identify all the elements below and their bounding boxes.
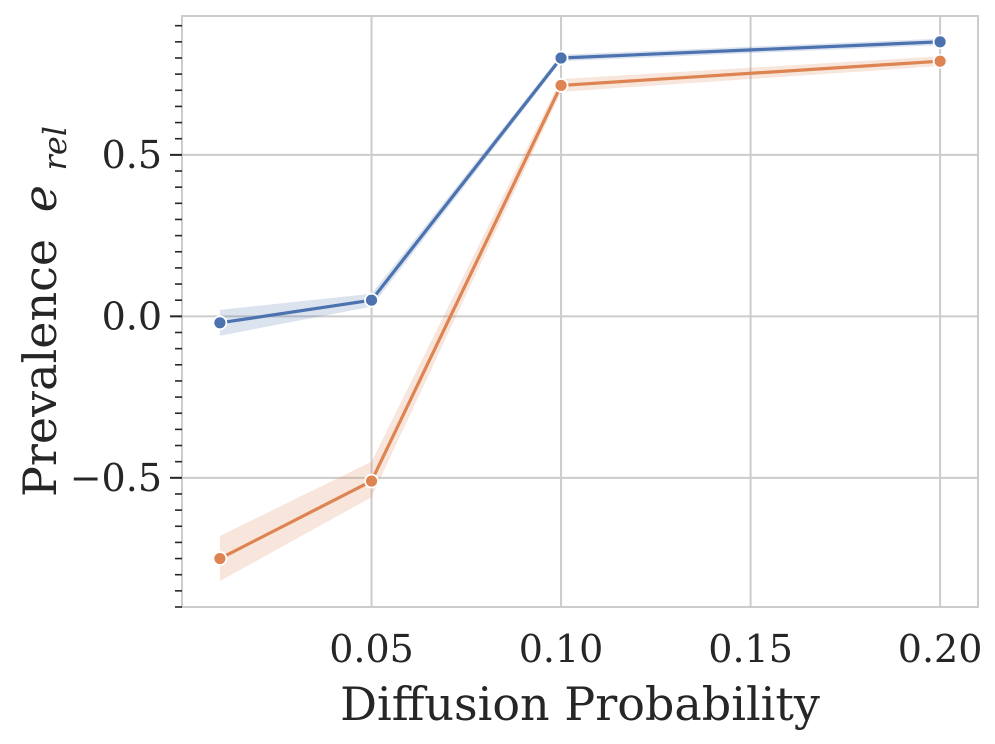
data-point-1-2 xyxy=(364,292,379,308)
data-point-2-4 xyxy=(932,53,948,69)
x-tick-label: 0.05 xyxy=(329,627,414,671)
y-axis-title-subscript: rel xyxy=(36,126,74,170)
y-axis-title: Prevalence e rel xyxy=(13,126,74,497)
y-axis-title-text: Prevalence xyxy=(13,239,67,497)
gridlines xyxy=(182,16,978,607)
confidence-band-2 xyxy=(219,56,941,582)
x-axis-title: Diffusion Probability xyxy=(340,677,820,731)
data-point-1-1 xyxy=(212,315,228,331)
x-tick-label: 0.20 xyxy=(898,627,983,671)
y-tick-labels: −0.5 0.0 0.5 xyxy=(70,133,162,500)
series-line-2 xyxy=(218,59,942,561)
series-points xyxy=(212,34,948,566)
x-tick-label: 0.15 xyxy=(708,627,793,671)
x-tick-labels: 0.05 0.10 0.15 0.20 xyxy=(329,627,982,671)
data-point-2-1 xyxy=(212,551,228,566)
y-tick-label: −0.5 xyxy=(70,456,162,500)
tick-marks xyxy=(170,24,182,608)
series-line-1 xyxy=(218,40,942,325)
y-tick-label: 0.5 xyxy=(102,133,162,177)
series-lines xyxy=(218,40,942,561)
y-tick-label: 0.0 xyxy=(102,294,162,338)
plot-frame xyxy=(181,15,979,608)
data-point-1-3 xyxy=(553,50,569,66)
data-point-2-3 xyxy=(553,78,569,93)
data-point-2-2 xyxy=(364,473,379,489)
data-point-1-4 xyxy=(932,34,948,50)
y-axis-title-symbol: e xyxy=(13,185,67,212)
x-tick-label: 0.10 xyxy=(519,627,604,671)
